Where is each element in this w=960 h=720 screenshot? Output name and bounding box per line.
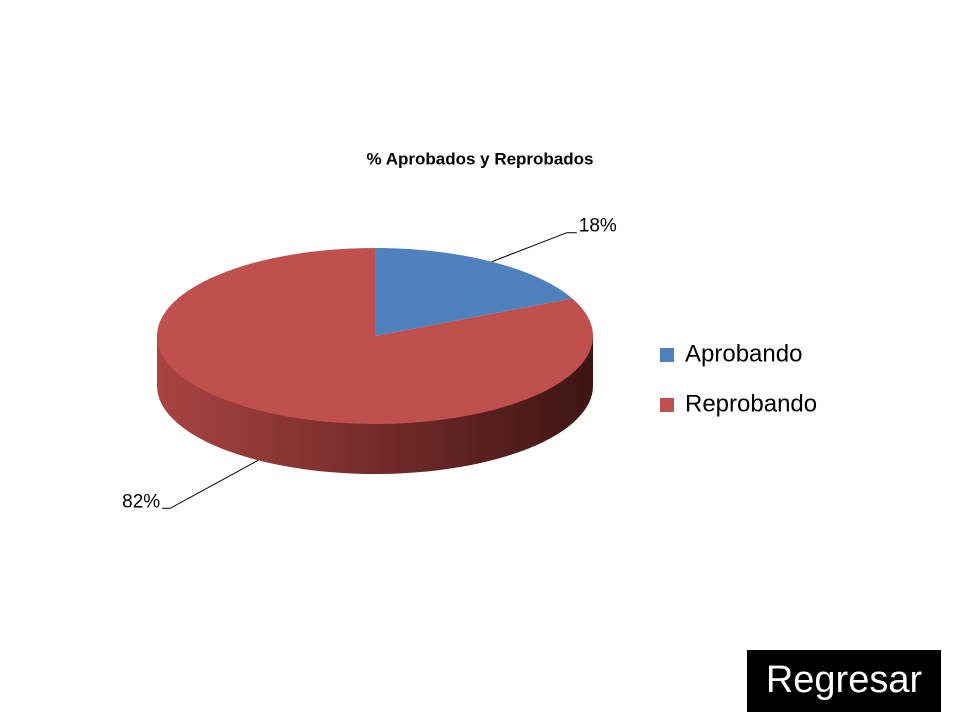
slice bbox=[375, 248, 573, 336]
legend-label: Reprobando bbox=[685, 390, 817, 417]
legend-swatch bbox=[660, 348, 674, 362]
button-background[interactable] bbox=[747, 650, 941, 712]
data-label: 82% bbox=[122, 491, 160, 512]
regresar-button[interactable]: Regresar bbox=[747, 650, 941, 712]
leader-line bbox=[491, 232, 577, 263]
pie: 18% 82% Aprobando Reprobando bbox=[122, 216, 817, 513]
slice bbox=[156, 248, 593, 424]
data-label: 18% bbox=[579, 216, 617, 237]
button-label[interactable]: Regresar bbox=[766, 659, 923, 701]
legend-swatch bbox=[660, 398, 674, 412]
leader-line bbox=[162, 459, 259, 509]
chart-title: % Aprobados y Reprobados bbox=[366, 149, 593, 168]
legend-label: Aprobando bbox=[685, 340, 802, 367]
